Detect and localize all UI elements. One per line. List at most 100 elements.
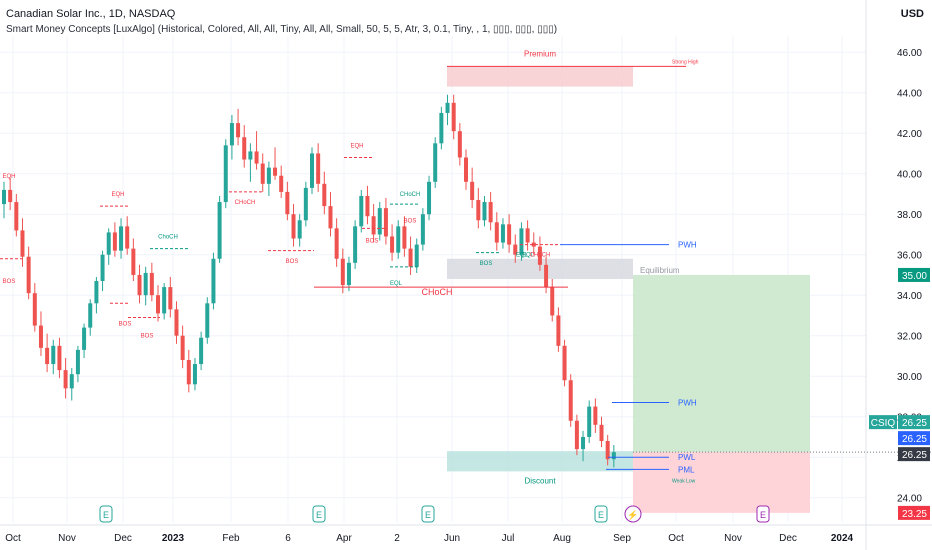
time-tick: Jun [444, 533, 460, 544]
candle-body [377, 208, 382, 235]
eqh-label: EQH [350, 143, 363, 149]
candle-body [371, 216, 376, 235]
earnings-marker[interactable] [594, 505, 608, 523]
bos-label: BOS [480, 261, 493, 267]
eql-label: EQL [516, 253, 529, 259]
candle-body [20, 230, 25, 257]
price-tick: 24.00 [897, 494, 922, 505]
price-badge[interactable] [898, 505, 930, 520]
candle-body [346, 262, 351, 286]
candle-body [531, 242, 536, 247]
candle-body [451, 102, 456, 132]
candle-body [279, 175, 284, 192]
candle-body [310, 153, 314, 188]
symbol-badge[interactable] [869, 415, 897, 430]
candle-body [285, 191, 290, 215]
time-tick: Oct [668, 533, 684, 544]
candle-body [599, 424, 604, 441]
candle-body [494, 222, 499, 243]
time-tick: Apr [336, 533, 352, 544]
bos-label: BOS [286, 259, 299, 265]
candle-body [248, 151, 253, 160]
candle-body [365, 195, 370, 217]
candle-body [383, 208, 388, 237]
candle-body [470, 181, 475, 201]
eqh-label: EQH [111, 192, 124, 198]
candle-body [38, 325, 43, 348]
candle-body [574, 420, 579, 450]
price-tick: 36.00 [897, 251, 922, 262]
price-tick: 46.00 [897, 48, 922, 59]
candle-body [334, 228, 339, 259]
candle-body [544, 264, 549, 288]
dividend-marker-label: ⚡ [627, 509, 638, 521]
candle-body [568, 380, 573, 421]
price-badge[interactable] [898, 431, 930, 446]
choch-label: CHoCH [421, 287, 452, 297]
candle-body [273, 167, 278, 176]
indicator-legend[interactable]: Smart Money Concepts [LuxAlgo] (Historic… [6, 24, 558, 35]
time-tick: 2024 [831, 533, 854, 544]
candle-body [556, 315, 561, 346]
earnings-marker[interactable] [99, 505, 113, 523]
price-tick: 34.00 [897, 291, 922, 302]
candle-body [180, 335, 185, 360]
candle-body [199, 337, 204, 365]
candle-body [260, 163, 265, 184]
candle-body [192, 364, 197, 385]
candle-body [266, 167, 271, 184]
symbol-badge-label: CSIQ [871, 418, 896, 429]
candle-body [162, 287, 167, 314]
candle-body [303, 187, 308, 221]
bos-label: BOS [3, 279, 16, 285]
candle-body [500, 224, 505, 243]
price-badge[interactable] [898, 415, 930, 430]
candle-body [100, 254, 105, 282]
earnings-marker[interactable] [421, 505, 435, 523]
zone-premium [447, 66, 633, 87]
price-badge[interactable] [898, 267, 930, 282]
candle-body [131, 248, 136, 275]
candle-body [525, 228, 530, 243]
candle-body [611, 452, 616, 460]
candle-body [414, 244, 419, 267]
time-tick: Sep [613, 533, 631, 544]
time-tick: Nov [58, 533, 76, 544]
candle-body [32, 293, 37, 326]
candle-body [291, 214, 296, 239]
zone-label-equilibrium: Equilibrium [640, 266, 680, 275]
candle-body [156, 295, 160, 314]
candle-body [587, 406, 592, 437]
candle-body [593, 406, 598, 425]
future-earnings-marker[interactable] [756, 505, 770, 523]
candle-body [242, 137, 247, 160]
candle-body [51, 345, 56, 365]
bos-label: BOS [141, 334, 154, 340]
price-badge[interactable] [898, 447, 930, 462]
candle-body [211, 258, 216, 304]
stop-loss-zone [633, 452, 810, 513]
candle-body [297, 220, 302, 239]
candle-body [316, 153, 321, 184]
candle-body [488, 202, 493, 223]
candle-body [457, 131, 462, 158]
candle-body [88, 303, 93, 328]
zone-label-discount: Discount [524, 477, 556, 486]
candle-body [205, 303, 210, 338]
candle-body [94, 281, 99, 304]
candle-body [420, 214, 425, 245]
time-tick: Dec [114, 533, 132, 544]
candle-body [513, 244, 518, 255]
price-tick: 42.00 [897, 129, 922, 140]
future-earnings-marker-label: E [760, 510, 766, 520]
price-badge-value: 26.25 [902, 434, 927, 445]
time-tick: Feb [222, 533, 240, 544]
candle-body [433, 143, 438, 182]
bos-label: BOS [119, 322, 132, 328]
candle-body [476, 200, 481, 221]
dividend-marker[interactable] [624, 505, 642, 523]
candle-body [125, 226, 130, 249]
earnings-marker[interactable] [312, 505, 326, 523]
candle-body [137, 274, 142, 296]
